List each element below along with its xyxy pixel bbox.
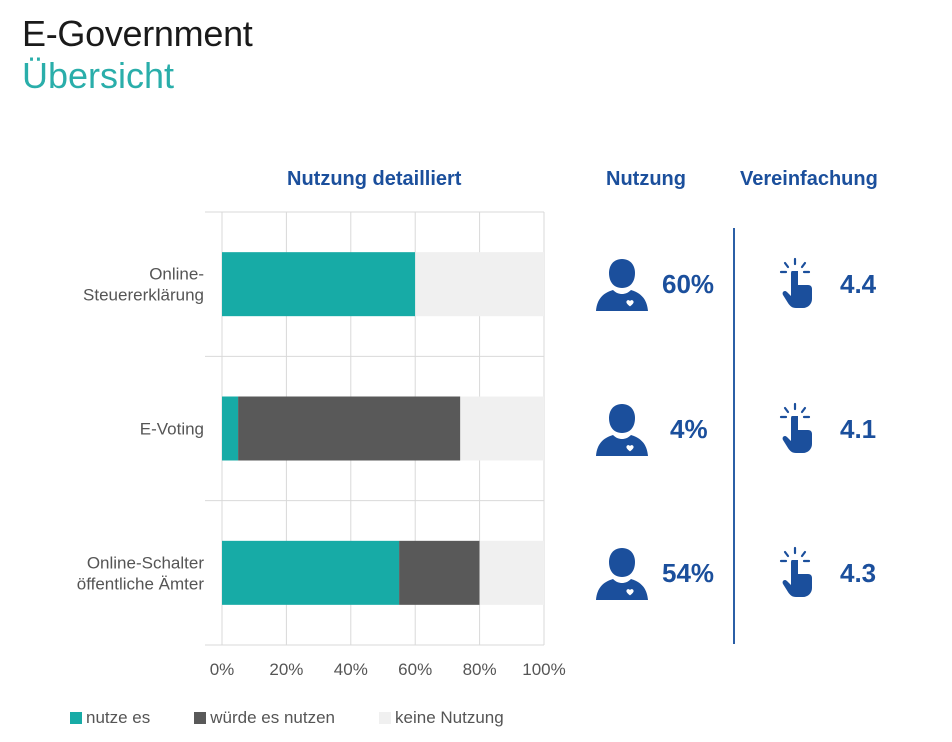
chart-heading: Nutzung detailliert <box>287 168 462 190</box>
x-tick-label: 0% <box>210 660 235 679</box>
bar-segment-würde-es-nutzen <box>399 540 480 605</box>
bar-segment-nutze-es <box>222 396 239 461</box>
x-tick-label: 40% <box>334 660 368 679</box>
legend-item-keine-nutzung: keine Nutzung <box>379 708 504 728</box>
simplification-value: 4.1 <box>840 414 877 444</box>
legend-swatch <box>194 712 207 724</box>
category-label: Steuererklärung <box>83 286 204 305</box>
legend-swatch <box>70 712 82 724</box>
pointing-hand-tap-icon <box>776 546 818 603</box>
x-tick-label: 60% <box>398 660 432 679</box>
bar-segment-würde-es-nutzen <box>238 396 461 461</box>
simplification-heading: Vereinfachung <box>740 168 878 190</box>
x-tick-label: 100% <box>522 660 565 679</box>
usage-heading: Nutzung <box>606 168 686 190</box>
person-heart-icon <box>593 544 651 607</box>
usage-value: 54% <box>662 558 715 588</box>
bar-segment-nutze-es <box>222 252 416 317</box>
legend-item-nutze-es: nutze es <box>70 708 150 728</box>
simplification-value: 4.4 <box>840 269 877 299</box>
legend-label: keine Nutzung <box>395 708 504 727</box>
x-tick-label: 20% <box>269 660 303 679</box>
category-label: E-Voting <box>140 420 204 439</box>
category-label: Online-Schalter <box>87 553 205 572</box>
simplification-value: 4.3 <box>840 558 877 588</box>
pointing-hand-tap-icon <box>776 402 818 459</box>
page-title: E-Government <box>22 13 253 54</box>
column-divider <box>733 228 735 644</box>
legend-label: würde es nutzen <box>210 708 336 727</box>
bar-segment-nutze-es <box>222 540 400 605</box>
person-heart-icon <box>593 400 651 463</box>
page-subtitle: Übersicht <box>22 55 175 96</box>
chart-legend: nutze es würde es nutzen keine Nutzung <box>70 708 548 728</box>
person-heart-icon <box>593 255 651 318</box>
legend-item-wuerde-es-nutzen: würde es nutzen <box>194 708 335 728</box>
usage-value: 60% <box>662 269 715 299</box>
usage-value: 4% <box>670 414 708 444</box>
bar-segment-keine-Nutzung <box>479 540 544 605</box>
legend-swatch <box>379 712 392 724</box>
category-label: öffentliche Ämter <box>77 574 205 593</box>
x-tick-label: 80% <box>463 660 497 679</box>
bar-segment-keine-Nutzung <box>460 396 544 461</box>
category-label: Online- <box>149 265 204 284</box>
pointing-hand-tap-icon <box>776 257 818 314</box>
legend-label: nutze es <box>86 708 151 727</box>
bar-segment-keine-Nutzung <box>415 252 544 317</box>
